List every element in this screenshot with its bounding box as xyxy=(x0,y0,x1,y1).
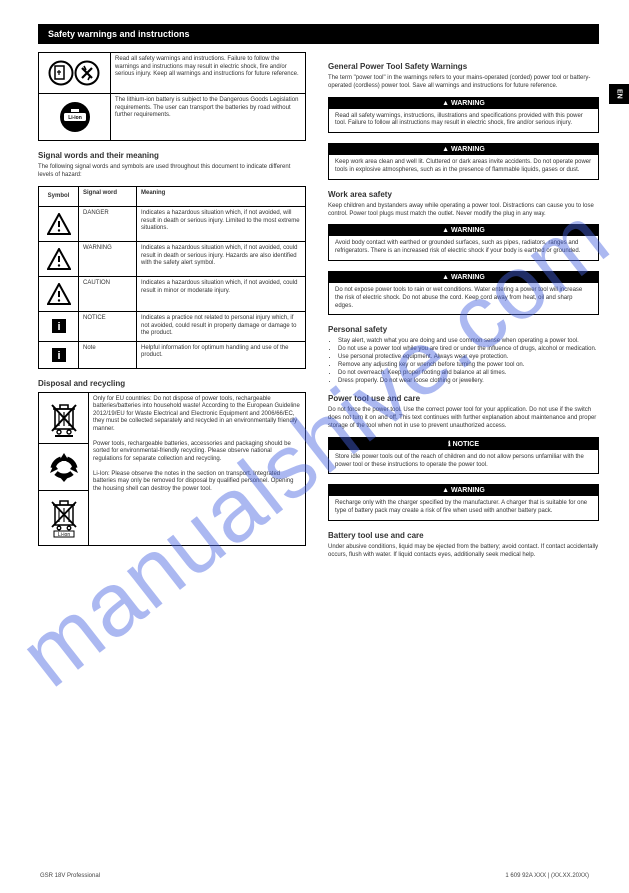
symbol-meaning: Read all safety warnings and instruction… xyxy=(111,53,306,94)
warning-box: ▲ WARNING Do not expose power tools to r… xyxy=(328,271,599,315)
signal-words-sub: The following signal words and symbols a… xyxy=(38,164,306,180)
disposal-text-merged: Only for EU countries: Do not dispose of… xyxy=(89,392,306,545)
list-item: Do not overreach. Keep proper footing an… xyxy=(338,370,599,376)
disposal-title: Disposal and recycling xyxy=(38,379,306,388)
box-header: ▲ WARNING xyxy=(329,485,598,496)
icon-warning xyxy=(39,242,79,277)
signal-meaning: Indicates a practice not related to pers… xyxy=(137,312,306,342)
disposal-text: Power tools, rechargeable batteries, acc… xyxy=(93,441,291,462)
signal-meaning: Indicates a hazardous situation which, i… xyxy=(137,242,306,277)
icon-danger xyxy=(39,207,79,242)
box-header: ℹ NOTICE xyxy=(329,438,598,450)
work-area-title: Work area safety xyxy=(328,190,599,199)
list-item: Stay alert, watch what you are doing and… xyxy=(338,338,599,344)
box-body: Store idle power tools out of the reach … xyxy=(329,450,598,474)
signal-meaning: Helpful information for optimum handling… xyxy=(137,341,306,368)
signal-word: NOTICE xyxy=(79,312,137,342)
manual-page: Safety warnings and instructions EN xyxy=(0,0,629,893)
col-meaning: Meaning xyxy=(137,186,306,207)
list-item: Dress properly. Do not wear loose clothi… xyxy=(338,378,599,384)
signal-word: DANGER xyxy=(79,207,137,242)
list-item: Do not use a power tool while you are ti… xyxy=(338,346,599,352)
signal-meaning: Indicates a hazardous situation which, i… xyxy=(137,207,306,242)
page-footer: GSR 18V Professional 1 609 92A XXX | (XX… xyxy=(0,873,629,879)
language-tab: EN xyxy=(609,84,629,104)
icon-liion-bin: Li-ion xyxy=(39,490,89,545)
signal-word-table: Symbol Signal word Meaning DANGER Indica… xyxy=(38,186,306,369)
svg-text:i: i xyxy=(57,321,60,333)
general-warnings-text: The term "power tool" in the warnings re… xyxy=(328,75,599,91)
signal-words-title: Signal words and their meaning xyxy=(38,151,306,160)
disposal-table: Only for EU countries: Do not dispose of… xyxy=(38,392,306,546)
box-body: Recharge only with the charger specified… xyxy=(329,496,598,520)
svg-text:Li-ion: Li-ion xyxy=(57,532,69,538)
signal-word: Note xyxy=(79,341,137,368)
signal-word: CAUTION xyxy=(79,277,137,312)
box-body: Keep work area clean and well lit. Clutt… xyxy=(329,155,598,179)
safety-header-bar: Safety warnings and instructions xyxy=(38,24,599,44)
notice-box: ℹ NOTICE Store idle power tools out of t… xyxy=(328,437,599,475)
footer-left: GSR 18V Professional xyxy=(40,873,100,879)
list-item: Use personal protective equipment. Alway… xyxy=(338,354,599,360)
symbol-meaning: The lithium-ion battery is subject to th… xyxy=(111,94,306,141)
warning-box: ▲ WARNING Recharge only with the charger… xyxy=(328,484,599,521)
disposal-text: Only for EU countries: Do not dispose of… xyxy=(93,396,300,432)
warning-box: ▲ WARNING Avoid body contact with earthe… xyxy=(328,224,599,261)
use-care-title: Power tool use and care xyxy=(328,394,599,403)
col-word: Signal word xyxy=(79,186,137,207)
work-area-text: Keep children and bystanders away while … xyxy=(328,203,599,219)
svg-text:i: i xyxy=(57,350,60,362)
icon-notice: i xyxy=(39,312,79,342)
battery-care-title: Battery tool use and care xyxy=(328,531,599,540)
icon-caution xyxy=(39,277,79,312)
icon-repair-manual xyxy=(39,53,111,94)
signal-word: WARNING xyxy=(79,242,137,277)
col-symbol: Symbol xyxy=(39,186,79,207)
warning-box: ▲ WARNING Read all safety warnings, inst… xyxy=(328,97,599,134)
icon-recycle xyxy=(39,443,89,490)
right-column: General Power Tool Safety Warnings The t… xyxy=(328,52,599,566)
list-item: Remove any adjusting key or wrench befor… xyxy=(338,362,599,368)
battery-care-text: Under abusive conditions, liquid may be … xyxy=(328,544,599,560)
box-header: ▲ WARNING xyxy=(329,98,598,109)
icon-liion-badge: Li-ion xyxy=(39,94,111,141)
warning-box: ▲ WARNING Keep work area clean and well … xyxy=(328,143,599,180)
icon-note: i xyxy=(39,341,79,368)
box-body: Read all safety warnings, instructions, … xyxy=(329,109,598,133)
personal-safety-list: Stay alert, watch what you are doing and… xyxy=(328,338,599,384)
box-header: ▲ WARNING xyxy=(329,272,598,283)
box-header: ▲ WARNING xyxy=(329,225,598,236)
icon-weee-bin xyxy=(39,392,89,443)
symbol-table-1: Read all safety warnings and instruction… xyxy=(38,52,306,141)
signal-meaning: Indicates a hazardous situation which, i… xyxy=(137,277,306,312)
box-header: ▲ WARNING xyxy=(329,144,598,155)
use-care-text: Do not force the power tool. Use the cor… xyxy=(328,407,599,430)
left-column: Read all safety warnings and instruction… xyxy=(38,52,306,566)
box-body: Do not expose power tools to rain or wet… xyxy=(329,283,598,314)
general-warnings-title: General Power Tool Safety Warnings xyxy=(328,62,599,71)
svg-text:Li-ion: Li-ion xyxy=(68,115,82,121)
footer-right: 1 609 92A XXX | (XX.XX.20XX) xyxy=(505,873,589,879)
disposal-text: Li-Ion: Please observe the notes in the … xyxy=(93,471,293,492)
personal-safety-title: Personal safety xyxy=(328,325,599,334)
box-body: Avoid body contact with earthed or groun… xyxy=(329,236,598,260)
